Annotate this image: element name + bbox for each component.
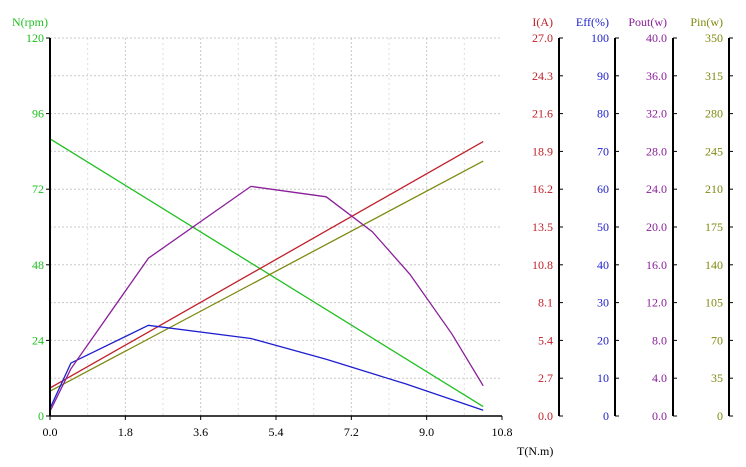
tick-label-eff: 60 — [597, 182, 609, 196]
tick-label-pout: 4.0 — [652, 371, 667, 385]
tick-label-i: 2.7 — [538, 371, 553, 385]
tick-label-eff: 40 — [597, 258, 609, 272]
tick-label-pout: 8.0 — [652, 333, 667, 347]
tick-label-n: 96 — [32, 107, 44, 121]
tick-label-i: 16.2 — [532, 182, 553, 196]
tick-label-eff: 90 — [597, 69, 609, 83]
tick-label-eff: 20 — [597, 333, 609, 347]
axis-title-pout: Pout(w) — [628, 15, 667, 29]
tick-label-pout: 28.0 — [646, 144, 667, 158]
tick-label-i: 0.0 — [538, 409, 553, 423]
series-line-pout — [49, 185, 484, 412]
tick-label-i: 27.0 — [532, 31, 553, 45]
x-tick-label: 3.6 — [193, 425, 208, 439]
tick-label-n: 48 — [32, 258, 44, 272]
tick-label-i: 8.1 — [538, 296, 553, 310]
tick-label-pout: 36.0 — [646, 69, 667, 83]
tick-label-i: 5.4 — [538, 333, 553, 347]
series-line-eff — [49, 324, 484, 411]
x-tick-label: 0.0 — [43, 425, 58, 439]
x-tick-label: 7.2 — [344, 425, 359, 439]
grid-lines — [50, 37, 502, 416]
tick-label-pin: 0 — [717, 409, 723, 423]
tick-label-pout: 20.0 — [646, 220, 667, 234]
tick-label-eff: 30 — [597, 296, 609, 310]
tick-label-i: 21.6 — [532, 107, 553, 121]
tick-label-pout: 32.0 — [646, 107, 667, 121]
tick-label-eff: 80 — [597, 107, 609, 121]
x-tick-label: 10.8 — [492, 425, 513, 439]
series-line-i — [49, 141, 484, 389]
axis-title-pin: Pin(w) — [690, 15, 723, 29]
x-axis-label: T(N.m) — [517, 444, 553, 458]
tick-label-pin: 175 — [705, 220, 723, 234]
tick-label-pin: 35 — [711, 371, 723, 385]
tick-label-i: 18.9 — [532, 144, 553, 158]
tick-label-n: 72 — [32, 182, 44, 196]
tick-label-n: 120 — [26, 31, 44, 45]
tick-label-pin: 315 — [705, 69, 723, 83]
tick-label-pin: 140 — [705, 258, 723, 272]
tick-label-eff: 100 — [591, 31, 609, 45]
series-line-pin — [49, 160, 484, 392]
tick-label-pin: 245 — [705, 144, 723, 158]
tick-label-pout: 0.0 — [652, 409, 667, 423]
tick-label-n: 0 — [38, 409, 44, 423]
tick-label-eff: 50 — [597, 220, 609, 234]
tick-label-pin: 105 — [705, 296, 723, 310]
series-line-n — [49, 138, 484, 408]
tick-label-n: 24 — [32, 333, 44, 347]
tick-label-eff: 0 — [603, 409, 609, 423]
axis-title-n: N(rpm) — [12, 15, 48, 29]
axis-title-i: I(A) — [532, 15, 553, 29]
tick-label-pin: 350 — [705, 31, 723, 45]
axis-title-eff: Eff(%) — [576, 15, 609, 29]
tick-label-i: 13.5 — [532, 220, 553, 234]
series-layer — [49, 138, 484, 412]
tick-label-pin: 210 — [705, 182, 723, 196]
tick-label-pin: 280 — [705, 107, 723, 121]
x-tick-label: 1.8 — [118, 425, 133, 439]
tick-label-pout: 24.0 — [646, 182, 667, 196]
x-tick-label: 9.0 — [419, 425, 434, 439]
x-tick-label: 5.4 — [269, 425, 284, 439]
axes-layer: 0.0 1.8 3.6 5.4 7.2 9.0 10.8 0 24 48 72 96 120 N(rpm)… — [12, 15, 733, 439]
tick-label-i: 10.8 — [532, 258, 553, 272]
tick-label-eff: 10 — [597, 371, 609, 385]
tick-label-pout: 12.0 — [646, 296, 667, 310]
tick-label-pin: 70 — [711, 333, 723, 347]
tick-label-i: 24.3 — [532, 69, 553, 83]
tick-label-eff: 70 — [597, 144, 609, 158]
tick-label-pout: 40.0 — [646, 31, 667, 45]
tick-label-pout: 16.0 — [646, 258, 667, 272]
